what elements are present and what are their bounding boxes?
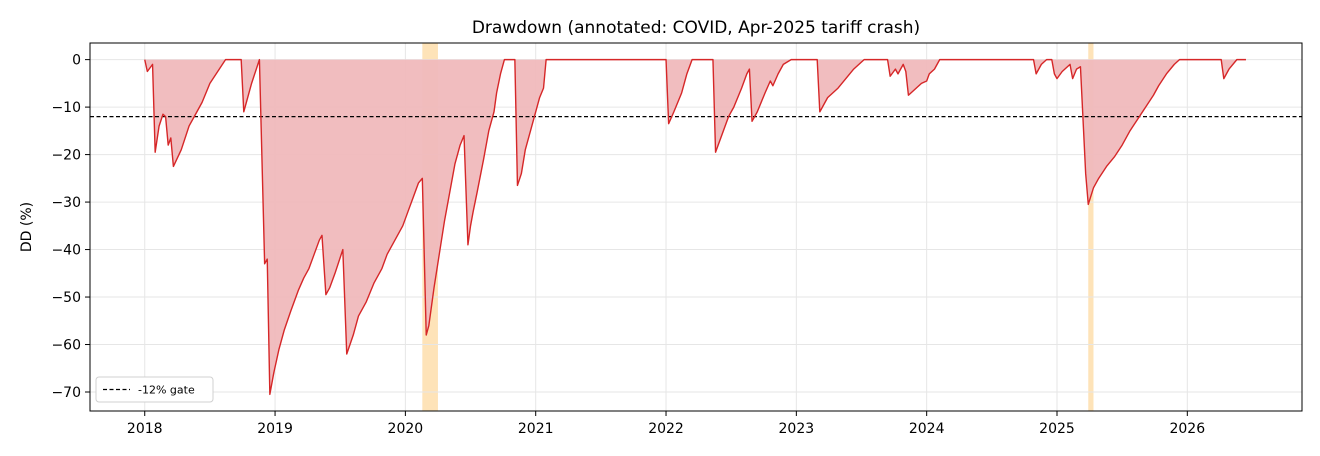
y-axis: 0 −10 −20 −30 −40 −50 −60 −70	[51, 53, 90, 401]
x-tick-label: 2019	[257, 421, 293, 437]
y-tick-label: −10	[51, 100, 81, 116]
x-tick-label: 2018	[127, 421, 163, 437]
x-tick-label: 2021	[518, 421, 554, 437]
legend-box	[95, 376, 214, 403]
x-tick-label: 2024	[909, 421, 945, 437]
x-tick-label: 2025	[1039, 421, 1075, 437]
y-axis-label: DD (%)	[19, 202, 35, 252]
x-tick-label: 2020	[388, 421, 424, 437]
legend: -12% gate	[95, 376, 214, 403]
shaded-span-2	[1088, 43, 1094, 411]
chart-title: Drawdown (annotated: COVID, Apr-2025 tar…	[472, 18, 920, 38]
y-tick-label: −60	[51, 338, 81, 354]
y-tick-label: −20	[51, 148, 81, 164]
x-tick-label: 2022	[648, 421, 684, 437]
drawdown-area	[144, 59, 1246, 395]
drawdown-line	[144, 58, 1246, 396]
plot-frame	[89, 42, 1303, 412]
drawdown-fill	[144, 59, 1246, 395]
x-tick-label: 2023	[779, 421, 815, 437]
y-tick-label: −50	[51, 290, 81, 306]
y-tick-label: −30	[51, 195, 81, 211]
x-tick-label: 2026	[1169, 421, 1205, 437]
x-axis: 2018 2019 2020 2021 2022 2023 2024 2025 2026	[127, 411, 1205, 437]
drawdown-series-line	[144, 58, 1246, 396]
legend-gate-label: -12% gate	[138, 384, 195, 397]
y-tick-label: −70	[51, 385, 81, 401]
y-tick-label: −40	[51, 243, 81, 259]
y-tick-label: 0	[72, 53, 81, 69]
